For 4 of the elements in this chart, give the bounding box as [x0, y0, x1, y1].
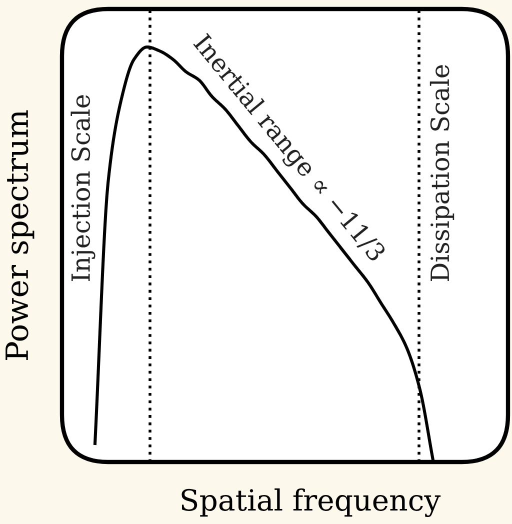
annotation: Injection Scale	[70, 95, 96, 282]
y-axis-title: Power spectrum	[6, 110, 34, 360]
x-axis-title: Spatial frequency	[182, 488, 441, 518]
annotation: Dissipation Scale	[430, 65, 454, 282]
